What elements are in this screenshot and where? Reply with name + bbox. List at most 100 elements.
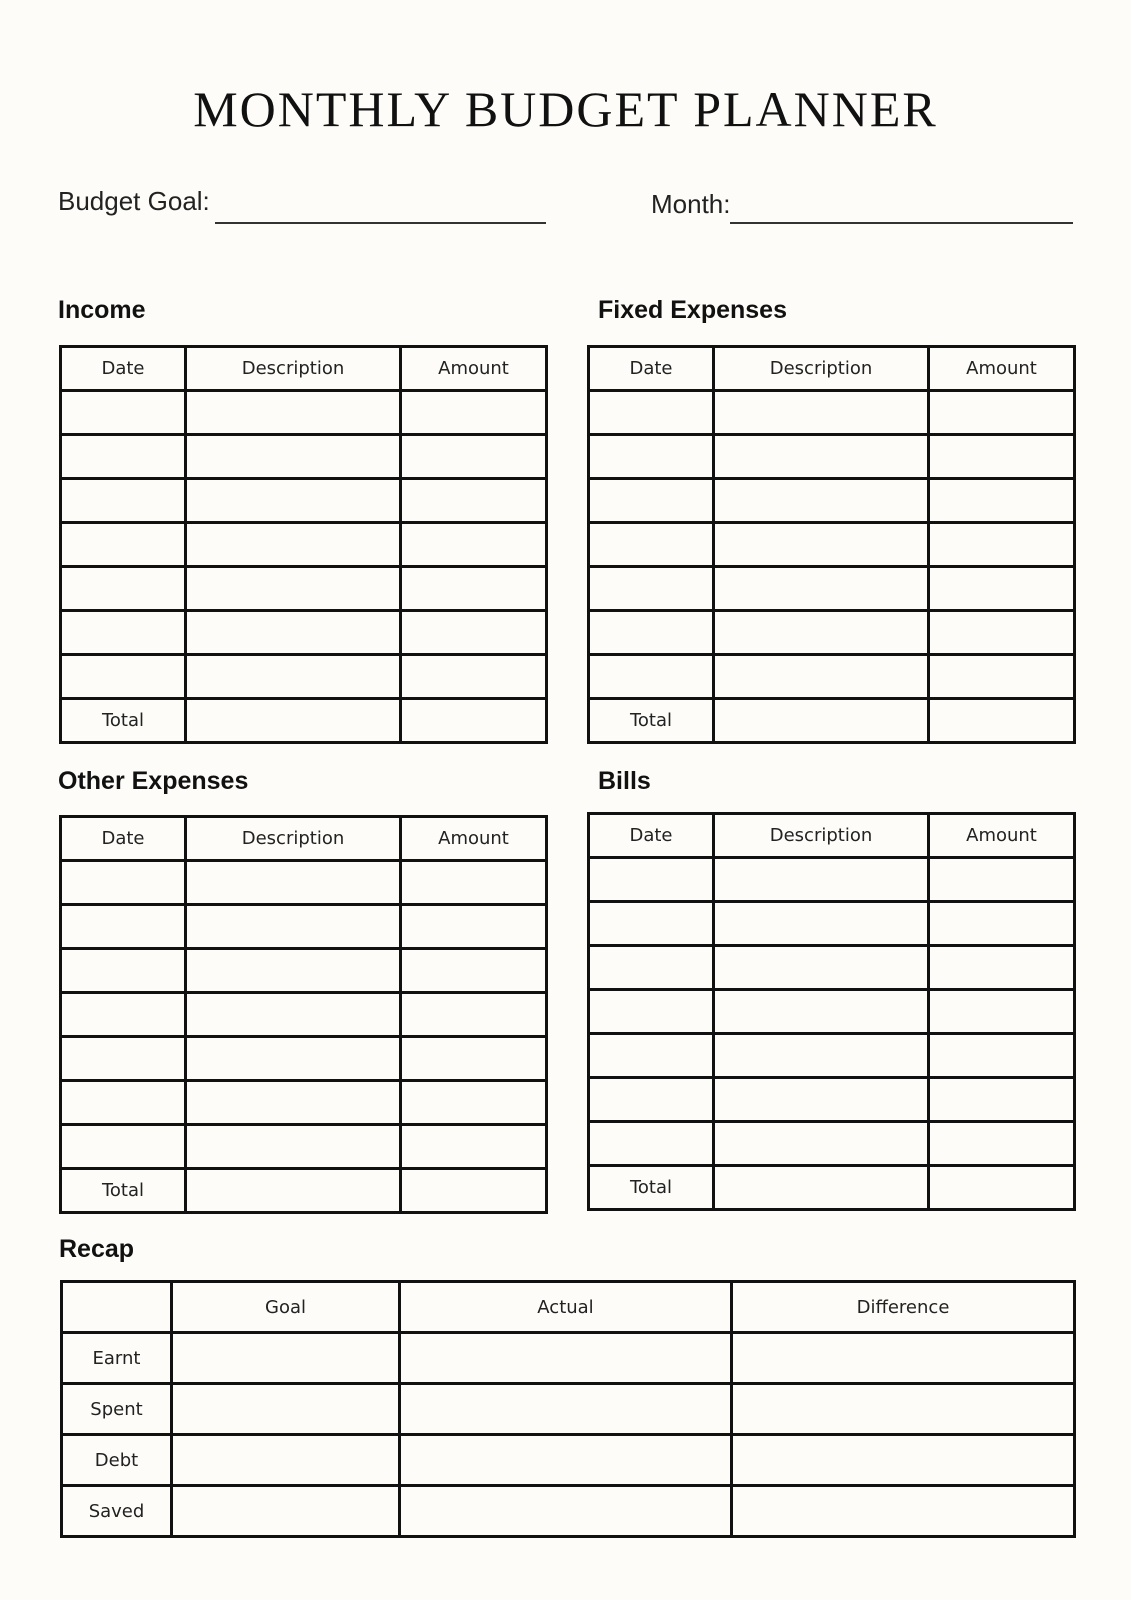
date-cell[interactable]	[587, 653, 715, 700]
date-cell[interactable]	[587, 521, 715, 568]
description-cell[interactable]	[184, 609, 402, 656]
amount-cell[interactable]	[399, 1079, 548, 1126]
description-cell[interactable]	[184, 1035, 402, 1082]
difference-cell[interactable]	[730, 1382, 1076, 1436]
description-cell[interactable]	[712, 1120, 930, 1167]
description-cell[interactable]	[712, 856, 930, 903]
difference-cell[interactable]	[730, 1331, 1076, 1385]
description-cell[interactable]	[712, 389, 930, 436]
amount-cell[interactable]	[399, 1035, 548, 1082]
actual-cell[interactable]	[398, 1331, 733, 1385]
date-cell[interactable]	[587, 988, 715, 1035]
date-cell[interactable]	[59, 903, 187, 950]
amount-cell[interactable]	[927, 1120, 1076, 1167]
goal-cell[interactable]	[170, 1484, 401, 1538]
description-cell[interactable]	[712, 1076, 930, 1123]
description-cell[interactable]	[712, 1032, 930, 1079]
amount-cell[interactable]	[927, 433, 1076, 480]
date-cell[interactable]	[59, 389, 187, 436]
description-cell[interactable]	[184, 477, 402, 524]
date-cell[interactable]	[587, 565, 715, 612]
description-cell[interactable]	[712, 521, 930, 568]
date-cell[interactable]	[59, 1035, 187, 1082]
date-cell[interactable]	[59, 1079, 187, 1126]
description-cell[interactable]	[712, 653, 930, 700]
description-cell[interactable]	[184, 1123, 402, 1170]
amount-cell[interactable]	[927, 988, 1076, 1035]
total-amount-cell[interactable]	[927, 1164, 1076, 1211]
description-cell[interactable]	[712, 944, 930, 991]
description-cell[interactable]	[712, 988, 930, 1035]
amount-cell[interactable]	[399, 947, 548, 994]
date-cell[interactable]	[59, 653, 187, 700]
amount-cell[interactable]	[399, 609, 548, 656]
goal-cell[interactable]	[170, 1382, 401, 1436]
amount-cell[interactable]	[927, 521, 1076, 568]
date-cell[interactable]	[59, 991, 187, 1038]
date-cell[interactable]	[587, 1120, 715, 1167]
amount-cell[interactable]	[399, 389, 548, 436]
description-cell[interactable]	[184, 947, 402, 994]
amount-cell[interactable]	[399, 565, 548, 612]
amount-cell[interactable]	[399, 1123, 548, 1170]
amount-cell[interactable]	[399, 903, 548, 950]
total-description-cell[interactable]	[712, 697, 930, 744]
description-cell[interactable]	[712, 433, 930, 480]
amount-cell[interactable]	[927, 565, 1076, 612]
amount-cell[interactable]	[927, 477, 1076, 524]
difference-cell[interactable]	[730, 1484, 1076, 1538]
date-cell[interactable]	[59, 433, 187, 480]
description-cell[interactable]	[184, 903, 402, 950]
date-cell[interactable]	[59, 859, 187, 906]
amount-cell[interactable]	[927, 900, 1076, 947]
date-cell[interactable]	[59, 521, 187, 568]
date-cell[interactable]	[59, 565, 187, 612]
date-cell[interactable]	[587, 1076, 715, 1123]
amount-cell[interactable]	[927, 944, 1076, 991]
date-cell[interactable]	[587, 856, 715, 903]
actual-cell[interactable]	[398, 1382, 733, 1436]
description-cell[interactable]	[184, 653, 402, 700]
description-cell[interactable]	[184, 521, 402, 568]
description-cell[interactable]	[184, 1079, 402, 1126]
date-cell[interactable]	[587, 900, 715, 947]
total-description-cell[interactable]	[184, 697, 402, 744]
amount-cell[interactable]	[927, 856, 1076, 903]
actual-cell[interactable]	[398, 1484, 733, 1538]
total-description-cell[interactable]	[712, 1164, 930, 1211]
amount-cell[interactable]	[927, 389, 1076, 436]
total-amount-cell[interactable]	[399, 697, 548, 744]
goal-cell[interactable]	[170, 1433, 401, 1487]
date-cell[interactable]	[587, 1032, 715, 1079]
amount-cell[interactable]	[927, 1032, 1076, 1079]
date-cell[interactable]	[587, 944, 715, 991]
date-cell[interactable]	[59, 477, 187, 524]
amount-cell[interactable]	[399, 991, 548, 1038]
date-cell[interactable]	[587, 609, 715, 656]
description-cell[interactable]	[712, 609, 930, 656]
amount-cell[interactable]	[927, 609, 1076, 656]
date-cell[interactable]	[59, 1123, 187, 1170]
description-cell[interactable]	[712, 900, 930, 947]
amount-cell[interactable]	[399, 433, 548, 480]
actual-cell[interactable]	[398, 1433, 733, 1487]
description-cell[interactable]	[184, 991, 402, 1038]
date-cell[interactable]	[59, 609, 187, 656]
amount-cell[interactable]	[927, 1076, 1076, 1123]
date-cell[interactable]	[587, 477, 715, 524]
description-cell[interactable]	[184, 565, 402, 612]
difference-cell[interactable]	[730, 1433, 1076, 1487]
description-cell[interactable]	[712, 565, 930, 612]
goal-cell[interactable]	[170, 1331, 401, 1385]
amount-cell[interactable]	[927, 653, 1076, 700]
date-cell[interactable]	[587, 433, 715, 480]
amount-cell[interactable]	[399, 653, 548, 700]
date-cell[interactable]	[587, 389, 715, 436]
date-cell[interactable]	[59, 947, 187, 994]
month-field[interactable]	[730, 222, 1073, 224]
amount-cell[interactable]	[399, 477, 548, 524]
description-cell[interactable]	[184, 859, 402, 906]
description-cell[interactable]	[184, 433, 402, 480]
amount-cell[interactable]	[399, 859, 548, 906]
description-cell[interactable]	[712, 477, 930, 524]
